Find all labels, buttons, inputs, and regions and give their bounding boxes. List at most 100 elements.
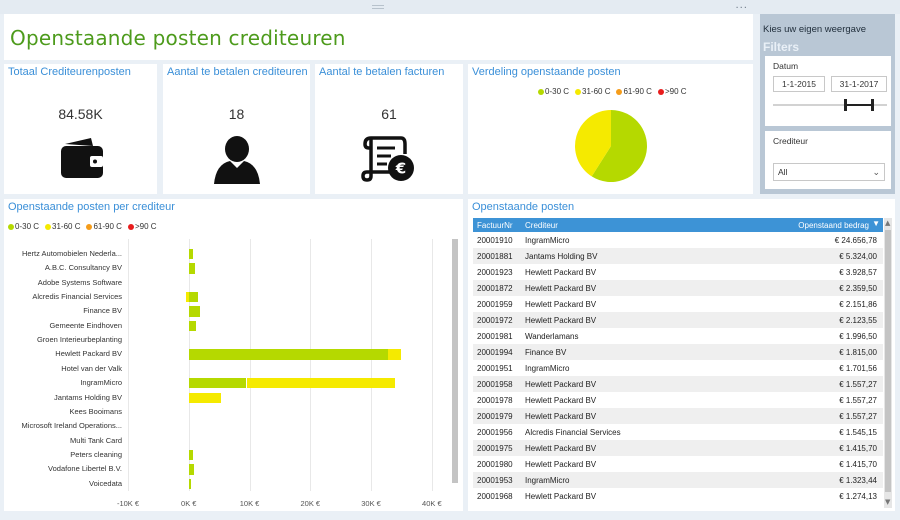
gridline	[310, 239, 312, 491]
table-row[interactable]: 20001980 Hewlett Packard BV € 1.415,70	[473, 456, 883, 472]
bar-chart-scroll-thumb[interactable]	[452, 239, 458, 483]
bar-segment[interactable]	[188, 306, 200, 317]
table-row[interactable]: 20001981 Wanderlamans € 1.996,50	[473, 328, 883, 344]
table-row[interactable]: 20001872 Hewlett Packard BV € 2.359,50	[473, 280, 883, 296]
column-header-creditor[interactable]: Crediteur	[521, 218, 716, 232]
table-row[interactable]: 20001975 Hewlett Packard BV € 1.415,70	[473, 440, 883, 456]
bar-segment[interactable]	[188, 349, 389, 360]
bar-segment[interactable]	[188, 249, 194, 260]
table-row[interactable]: 20001953 IngramMicro € 1.323,44	[473, 472, 883, 488]
creditor-cell: Hewlett Packard BV	[525, 459, 597, 469]
pie-slice[interactable]	[575, 110, 611, 177]
table-row[interactable]: 20001881 Jantams Holding BV € 5.324,00	[473, 248, 883, 264]
bar-segment[interactable]	[188, 392, 222, 403]
date-slider-handle-start[interactable]	[844, 99, 847, 111]
bar-plot-area: -10K € 0K € 10K € 20K € 30K € 40K € Hertz Auto…	[4, 199, 463, 511]
invoice-number-cell: 20001980	[477, 459, 513, 469]
table-row[interactable]: 20001972 Hewlett Packard BV € 2.123,55	[473, 312, 883, 328]
x-tick-label: 20K €	[300, 498, 321, 508]
table-row[interactable]: 20001958 Hewlett Packard BV € 1.557,27	[473, 376, 883, 392]
amount-cell: € 1.545,15	[839, 427, 877, 437]
creditor-cell: IngramMicro	[525, 235, 570, 245]
table-row[interactable]: 20001910 IngramMicro € 24.656,78	[473, 232, 883, 248]
bar-segment[interactable]	[388, 349, 402, 360]
bar-segment[interactable]	[188, 320, 197, 332]
table-scroll-thumb[interactable]	[885, 230, 891, 492]
table-row[interactable]: 20001951 IngramMicro € 1.701,56	[473, 360, 883, 376]
category-label: Finance BV	[83, 306, 122, 316]
kpi-title: Totaal Crediteurenposten	[8, 66, 131, 78]
table-row[interactable]: 20001994 Finance BV € 1.815,00	[473, 344, 883, 360]
category-label: Hotel van der Valk	[61, 363, 122, 373]
bar-segment[interactable]	[246, 378, 395, 389]
creditor-cell: Alcredis Financial Services	[525, 427, 621, 437]
table-row[interactable]: 20001959 Hewlett Packard BV € 2.151,86	[473, 296, 883, 312]
kpi-card-total[interactable]: Totaal Crediteurenposten 84.58K	[4, 64, 157, 194]
table-row[interactable]: 20001979 Hewlett Packard BV € 1.557,27	[473, 408, 883, 424]
x-tick-label: 10K €	[239, 498, 260, 508]
date-slider-track[interactable]	[773, 104, 887, 106]
category-label: Microsoft Ireland Operations...	[21, 421, 122, 431]
bar-chart-card[interactable]: Openstaande posten per crediteur 0-30 C …	[4, 199, 463, 511]
page-title: Openstaande posten crediteuren	[10, 26, 346, 50]
creditor-cell: Hewlett Packard BV	[521, 280, 716, 296]
table-row[interactable]: 20001923 Hewlett Packard BV € 3.928,57	[473, 264, 883, 280]
more-options-icon[interactable]: ...	[735, 0, 748, 11]
table-row[interactable]: 20001956 Alcredis Financial Services € 1.5…	[473, 424, 883, 440]
category-label: Voicedata	[89, 478, 122, 488]
kpi-card-creditors[interactable]: Aantal te betalen crediteuren 18	[163, 64, 310, 194]
amount-cell: € 1.701,56	[839, 363, 877, 373]
bar-segment[interactable]	[188, 464, 194, 475]
table-row[interactable]: 20001968 Hewlett Packard BV € 1.274,13	[473, 488, 883, 504]
scroll-down-icon[interactable]: ▼	[885, 498, 891, 506]
kpi-title: Aantal te betalen crediteuren	[167, 66, 308, 78]
bar-segment[interactable]	[188, 292, 199, 303]
bar-segment[interactable]	[185, 292, 189, 303]
chevron-down-icon[interactable]: ⌄	[872, 167, 880, 177]
pie-slice[interactable]	[591, 110, 647, 182]
date-slicer: Datum 1-1-2015 31-1-2017	[765, 56, 891, 126]
amount-cell: € 1.557,27	[715, 408, 883, 424]
bar-segment[interactable]	[188, 378, 247, 389]
svg-text:€: €	[395, 160, 406, 178]
creditor-cell: IngramMicro	[525, 363, 570, 373]
table-row[interactable]: 20001978 Hewlett Packard BV € 1.557,27	[473, 392, 883, 408]
x-tick-label: -10K €	[116, 498, 140, 508]
creditor-cell: Hewlett Packard BV	[521, 312, 716, 328]
amount-cell: € 1.557,27	[839, 395, 877, 405]
gridline	[128, 239, 129, 491]
kpi-value: 18	[228, 106, 245, 122]
distribution-card[interactable]: Verdeling openstaande posten 0-30 C 31-6…	[468, 64, 753, 194]
drag-handle-icon[interactable]	[372, 5, 384, 9]
legend-item: 0-30 C	[8, 222, 39, 231]
creditor-value: All	[778, 167, 788, 177]
filter-panel: Kies uw eigen weergave Filters Datum 1-1…	[760, 14, 895, 194]
legend-item: 31-60 C	[575, 87, 610, 96]
date-slider-range	[845, 104, 873, 106]
scroll-up-icon[interactable]: ▲	[885, 219, 891, 227]
creditor-cell: IngramMicro	[521, 472, 716, 488]
amount-cell: € 1.415,70	[715, 440, 883, 456]
column-header-amount[interactable]: Openstaand bedrag ▼	[715, 218, 883, 232]
bar-segment[interactable]	[188, 449, 194, 461]
column-header-invoice[interactable]: FactuurNr	[473, 218, 521, 232]
bar-segment[interactable]	[188, 478, 191, 489]
category-label: IngramMicro	[80, 378, 122, 388]
bar-segment[interactable]	[188, 263, 196, 274]
top-bar	[0, 0, 900, 14]
kpi-title: Aantal te betalen facturen	[319, 66, 445, 78]
bar-chart-title: Openstaande posten per crediteur	[8, 201, 175, 213]
kpi-value: 84.58K	[58, 106, 103, 122]
sort-desc-icon[interactable]: ▼	[872, 219, 880, 228]
date-to-input[interactable]: 31-1-2017	[831, 76, 887, 92]
creditor-cell: Hewlett Packard BV	[525, 395, 597, 405]
gridline	[249, 239, 251, 491]
category-label: Vodafone Libertel B.V.	[48, 464, 122, 474]
kpi-card-invoices[interactable]: Aantal te betalen facturen 61 €	[315, 64, 463, 194]
gridline	[431, 239, 433, 491]
creditor-dropdown[interactable]: All ⌄	[773, 163, 885, 181]
amount-cell: € 1.274,13	[839, 491, 877, 501]
date-from-input[interactable]: 1-1-2015	[773, 76, 825, 92]
distribution-pie[interactable]	[573, 108, 649, 184]
date-slider-handle-end[interactable]	[871, 99, 874, 111]
